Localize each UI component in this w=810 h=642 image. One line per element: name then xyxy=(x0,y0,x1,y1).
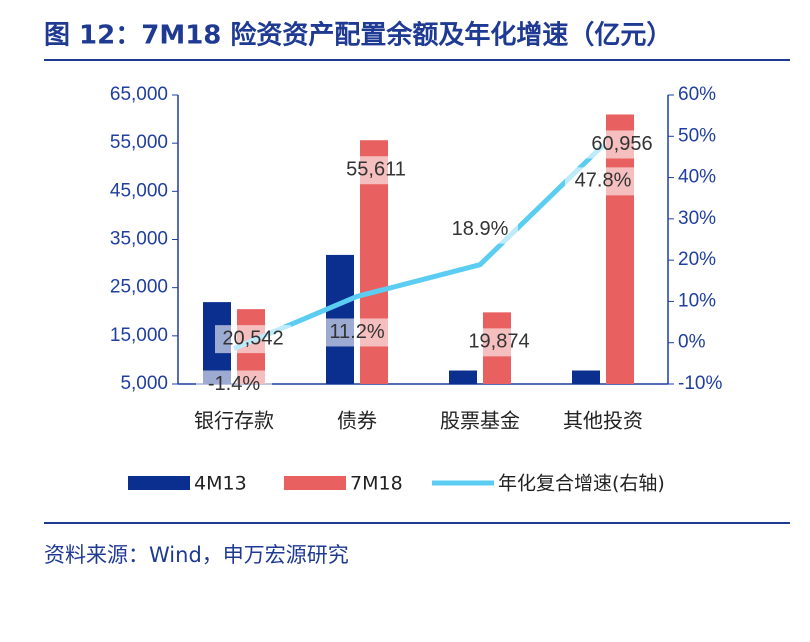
bar xyxy=(606,114,634,384)
y2-tick-label: 40% xyxy=(678,167,716,188)
label-bg xyxy=(584,130,660,159)
bar xyxy=(449,370,477,384)
legend-label: 7M18 xyxy=(350,473,403,495)
y2-tick-label: 60% xyxy=(678,84,716,105)
label-bg xyxy=(196,370,272,399)
y2-tick-label: 50% xyxy=(678,125,716,146)
label-bg xyxy=(215,325,291,354)
data-label: 20,542 xyxy=(222,327,283,349)
x-tick-label: 股票基金 xyxy=(440,409,520,433)
y2-tick-label: 0% xyxy=(678,332,706,353)
y-tick-label: 5,000 xyxy=(120,373,168,394)
y2-tick-label: 10% xyxy=(678,290,716,311)
label-bg xyxy=(442,215,518,244)
legend-label: 4M13 xyxy=(194,473,247,495)
legend-swatch xyxy=(284,476,346,490)
growth-line xyxy=(233,143,605,351)
data-label: 47.8% xyxy=(575,170,632,192)
bar xyxy=(572,370,600,384)
y-tick-label: 45,000 xyxy=(110,180,168,201)
legend-label: 年化复合增速(右轴) xyxy=(498,473,665,495)
x-tick-label: 银行存款 xyxy=(194,409,274,433)
y2-tick-label: 20% xyxy=(678,249,716,270)
x-tick-label: 债券 xyxy=(337,409,377,433)
data-label: -1.4% xyxy=(208,373,260,395)
x-tick-label: 其他投资 xyxy=(563,409,643,433)
y2-tick-label: 30% xyxy=(678,208,716,229)
legend-swatch xyxy=(128,476,190,490)
y2-tick-label: -10% xyxy=(678,373,722,394)
y-tick-label: 35,000 xyxy=(110,229,168,250)
label-bg xyxy=(338,156,414,185)
data-label: 11.2% xyxy=(329,321,384,343)
y-tick-label: 15,000 xyxy=(110,325,168,346)
y-tick-label: 65,000 xyxy=(110,84,168,105)
data-label: 19,874 xyxy=(468,331,529,353)
chart-title: 图 12：7M18 险资资产配置余额及年化增速（亿元） xyxy=(44,20,672,51)
data-label: 55,611 xyxy=(346,159,406,181)
data-label: 60,956 xyxy=(591,133,652,155)
data-label: 18.9% xyxy=(452,218,509,240)
label-bg xyxy=(565,167,641,196)
label-bg xyxy=(319,318,395,347)
source: 资料来源：Wind，申万宏源研究 xyxy=(44,543,349,567)
y-tick-label: 55,000 xyxy=(110,132,168,153)
y-tick-label: 25,000 xyxy=(110,277,168,298)
label-bg xyxy=(461,328,537,357)
